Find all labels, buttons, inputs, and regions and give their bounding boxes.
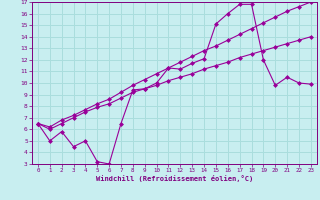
- X-axis label: Windchill (Refroidissement éolien,°C): Windchill (Refroidissement éolien,°C): [96, 175, 253, 182]
